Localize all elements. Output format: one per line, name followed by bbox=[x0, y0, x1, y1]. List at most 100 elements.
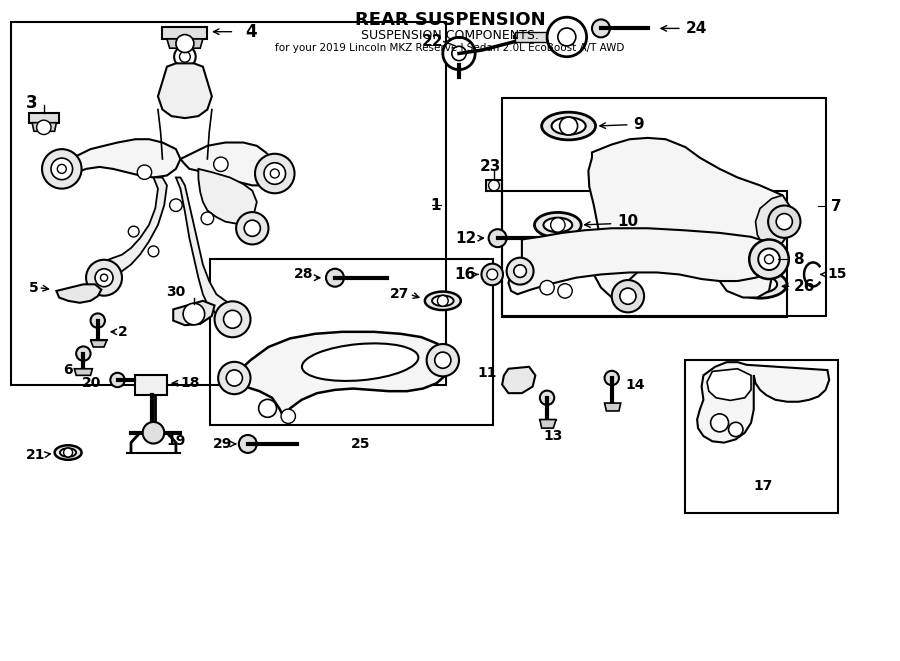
Circle shape bbox=[236, 212, 268, 245]
Circle shape bbox=[129, 226, 140, 237]
Circle shape bbox=[244, 220, 260, 237]
Ellipse shape bbox=[544, 217, 572, 232]
Bar bbox=[12, 22, 446, 385]
Circle shape bbox=[255, 154, 294, 193]
Circle shape bbox=[507, 258, 534, 285]
Circle shape bbox=[86, 260, 122, 295]
Circle shape bbox=[91, 313, 105, 328]
Circle shape bbox=[558, 284, 572, 298]
Polygon shape bbox=[30, 113, 59, 123]
Circle shape bbox=[768, 206, 800, 238]
Text: 12: 12 bbox=[455, 231, 477, 246]
Polygon shape bbox=[755, 195, 793, 250]
Polygon shape bbox=[91, 340, 107, 347]
Polygon shape bbox=[162, 27, 207, 39]
Polygon shape bbox=[176, 50, 194, 63]
Circle shape bbox=[608, 153, 724, 270]
Circle shape bbox=[218, 362, 250, 394]
Circle shape bbox=[258, 399, 276, 417]
Polygon shape bbox=[75, 369, 93, 375]
Circle shape bbox=[776, 214, 792, 230]
Circle shape bbox=[174, 46, 195, 67]
Polygon shape bbox=[234, 332, 448, 418]
Text: 6: 6 bbox=[63, 363, 73, 377]
Circle shape bbox=[540, 280, 554, 295]
Circle shape bbox=[514, 265, 526, 278]
Circle shape bbox=[612, 280, 644, 313]
Bar bbox=[686, 360, 838, 513]
Ellipse shape bbox=[552, 118, 586, 135]
Polygon shape bbox=[100, 177, 166, 274]
Text: 26: 26 bbox=[794, 279, 815, 293]
Circle shape bbox=[592, 19, 610, 38]
Circle shape bbox=[138, 165, 152, 179]
Circle shape bbox=[749, 239, 788, 279]
Polygon shape bbox=[180, 143, 279, 185]
Circle shape bbox=[482, 264, 503, 285]
Ellipse shape bbox=[425, 292, 461, 310]
Circle shape bbox=[620, 288, 636, 304]
Text: 3: 3 bbox=[25, 94, 37, 112]
Circle shape bbox=[437, 295, 448, 306]
Circle shape bbox=[648, 194, 684, 230]
Text: 10: 10 bbox=[617, 214, 638, 229]
Circle shape bbox=[213, 157, 228, 171]
Circle shape bbox=[270, 169, 279, 178]
Polygon shape bbox=[605, 403, 621, 411]
Circle shape bbox=[169, 199, 182, 212]
Polygon shape bbox=[166, 39, 202, 48]
Text: 19: 19 bbox=[166, 434, 185, 448]
Ellipse shape bbox=[432, 295, 454, 306]
Circle shape bbox=[64, 448, 73, 457]
Text: 13: 13 bbox=[544, 430, 563, 444]
Circle shape bbox=[95, 269, 113, 287]
Polygon shape bbox=[158, 63, 211, 118]
Text: REAR SUSPENSION: REAR SUSPENSION bbox=[355, 11, 545, 28]
Bar bbox=[210, 259, 493, 425]
Circle shape bbox=[540, 391, 554, 405]
Circle shape bbox=[443, 37, 475, 69]
Text: 24: 24 bbox=[686, 21, 706, 36]
Circle shape bbox=[659, 205, 673, 219]
Polygon shape bbox=[173, 301, 214, 325]
Ellipse shape bbox=[734, 270, 787, 298]
Text: 15: 15 bbox=[827, 268, 847, 282]
Ellipse shape bbox=[55, 446, 82, 460]
Circle shape bbox=[183, 303, 204, 325]
Polygon shape bbox=[589, 138, 793, 301]
Polygon shape bbox=[515, 32, 549, 42]
Ellipse shape bbox=[535, 212, 581, 237]
Circle shape bbox=[547, 17, 587, 57]
Bar bbox=[502, 190, 787, 317]
Circle shape bbox=[58, 165, 67, 173]
Circle shape bbox=[223, 310, 241, 329]
Text: 27: 27 bbox=[391, 288, 410, 301]
Circle shape bbox=[143, 422, 164, 444]
Polygon shape bbox=[707, 369, 751, 401]
Circle shape bbox=[489, 180, 500, 191]
Circle shape bbox=[605, 371, 619, 385]
Circle shape bbox=[558, 28, 576, 46]
Text: 7: 7 bbox=[831, 199, 842, 214]
Polygon shape bbox=[698, 362, 829, 443]
Circle shape bbox=[238, 435, 256, 453]
Circle shape bbox=[37, 120, 51, 135]
Text: 18: 18 bbox=[180, 376, 200, 390]
Circle shape bbox=[711, 414, 729, 432]
Circle shape bbox=[281, 409, 295, 424]
Polygon shape bbox=[486, 180, 502, 190]
Text: 14: 14 bbox=[626, 377, 644, 391]
Polygon shape bbox=[32, 123, 57, 132]
Circle shape bbox=[148, 246, 159, 256]
Polygon shape bbox=[508, 228, 780, 294]
Ellipse shape bbox=[542, 112, 596, 140]
Bar bbox=[502, 98, 825, 316]
Circle shape bbox=[226, 370, 242, 386]
Polygon shape bbox=[136, 375, 166, 395]
Circle shape bbox=[214, 301, 250, 337]
Ellipse shape bbox=[742, 276, 777, 293]
Text: 5: 5 bbox=[29, 281, 39, 295]
Polygon shape bbox=[540, 420, 556, 428]
Circle shape bbox=[264, 163, 285, 184]
Text: 8: 8 bbox=[793, 252, 804, 267]
